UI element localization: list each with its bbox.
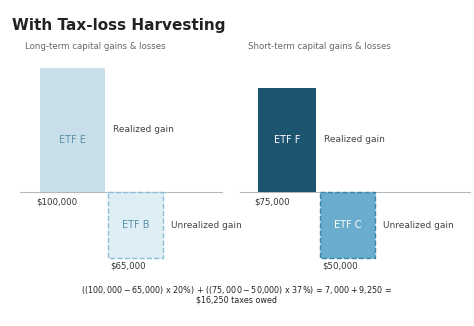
Text: Unrealized gain: Unrealized gain xyxy=(383,220,454,230)
Bar xyxy=(258,88,316,192)
Text: ETF B: ETF B xyxy=(122,220,149,230)
Bar xyxy=(320,192,375,258)
Text: ETF F: ETF F xyxy=(274,135,300,145)
Text: Realized gain: Realized gain xyxy=(113,126,174,135)
Text: (($100,000 - $65,000) x 20%) + (($75,000 - $50,000) x 37%) = $7,000 + $9,250 =: (($100,000 - $65,000) x 20%) + (($75,000… xyxy=(82,284,392,296)
Text: Unrealized gain: Unrealized gain xyxy=(171,220,242,230)
Text: $75,000: $75,000 xyxy=(254,197,290,206)
Bar xyxy=(108,192,163,258)
Text: $100,000: $100,000 xyxy=(36,197,77,206)
Text: $65,000: $65,000 xyxy=(110,262,146,271)
Bar xyxy=(40,68,105,192)
Text: ETF C: ETF C xyxy=(334,220,361,230)
Text: ETF E: ETF E xyxy=(59,135,86,145)
Text: Realized gain: Realized gain xyxy=(324,136,385,144)
Text: $50,000: $50,000 xyxy=(322,262,357,271)
Text: $16,250 taxes owed: $16,250 taxes owed xyxy=(197,296,277,305)
Text: With Tax-loss Harvesting: With Tax-loss Harvesting xyxy=(12,18,226,33)
Text: Short-term capital gains & losses: Short-term capital gains & losses xyxy=(248,42,391,51)
Text: Long-term capital gains & losses: Long-term capital gains & losses xyxy=(25,42,165,51)
